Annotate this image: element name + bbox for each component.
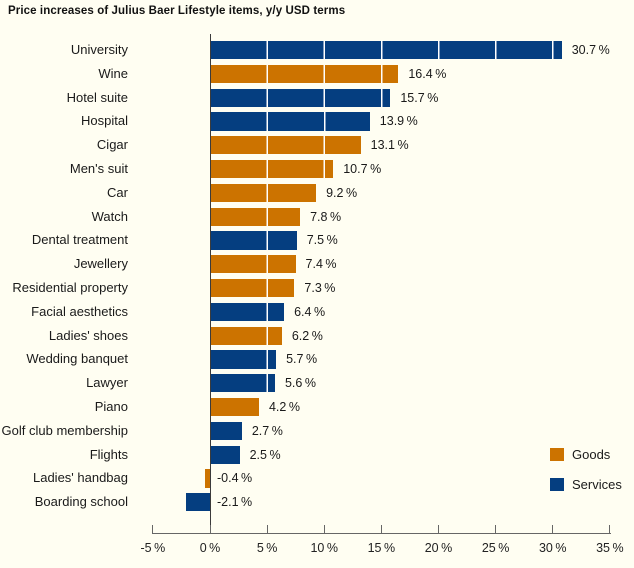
value-label: 5.7 % <box>286 352 318 367</box>
value-label: 7.5 % <box>306 233 338 248</box>
x-axis-tick <box>152 525 154 533</box>
value-label: 13.9 % <box>379 114 418 129</box>
category-label: Ladies' handbag <box>32 470 128 486</box>
x-axis-tick <box>323 525 325 533</box>
x-axis-tick-label: 0 % <box>199 541 221 555</box>
bar-goods <box>205 469 210 488</box>
value-label: 10.7 % <box>343 162 382 176</box>
bar-services <box>211 112 370 131</box>
category-label: Hospital <box>81 113 128 129</box>
x-axis-tick <box>438 525 439 533</box>
bar-services <box>211 302 285 322</box>
bar-services <box>186 493 210 512</box>
bar-goods <box>211 398 259 417</box>
category-label: Car <box>107 184 128 200</box>
x-axis-tick <box>209 525 211 533</box>
x-axis-tick-label: 20 % <box>424 541 453 555</box>
bar-services <box>211 374 275 393</box>
x-axis-tick-label: 15 % <box>367 541 396 555</box>
category-label: Flights <box>89 446 128 462</box>
legend-label-services: Services <box>572 477 622 492</box>
value-label: 7.8 % <box>310 209 342 224</box>
value-label: 13.1 % <box>370 138 409 153</box>
zero-axis-line <box>209 34 211 533</box>
category-label: Wine <box>98 65 128 81</box>
x-axis-tick-label: 10 % <box>310 541 339 555</box>
bar-services <box>211 350 277 369</box>
x-axis-tick <box>266 525 268 533</box>
value-label: 9.2 % <box>326 185 358 200</box>
category-label: Wedding banquet <box>26 351 128 367</box>
value-label: 2.7 % <box>251 423 283 438</box>
x-axis-tick <box>495 525 497 533</box>
category-label: Ladies' shoes <box>48 327 128 343</box>
legend-swatch-goods <box>550 448 564 461</box>
bar-services <box>211 41 562 60</box>
x-axis-tick-label: 35 % <box>596 541 624 555</box>
x-axis-tick <box>380 525 382 533</box>
bar-services <box>211 421 242 441</box>
bar-goods <box>211 207 301 226</box>
bar-goods <box>211 183 317 203</box>
x-axis-tick <box>609 525 611 533</box>
bar-services <box>211 88 391 107</box>
value-label: 2.5 % <box>249 447 281 462</box>
value-label: 7.3 % <box>304 281 336 295</box>
bar-goods <box>211 255 296 274</box>
category-label: Boarding school <box>34 494 128 510</box>
bar-goods <box>211 160 334 179</box>
legend-label-goods: Goods <box>572 447 611 462</box>
value-label: 15.7 % <box>400 90 439 105</box>
category-label: Residential property <box>12 280 128 295</box>
category-label: Facial aesthetics <box>31 303 128 319</box>
bar-goods <box>211 279 295 298</box>
x-axis-tick-label: 30 % <box>538 541 567 555</box>
value-label: 7.4 % <box>305 257 337 272</box>
x-axis-tick-label: 25 % <box>481 541 510 555</box>
legend-swatch-services <box>550 478 564 491</box>
bar-services <box>211 231 297 250</box>
category-label: University <box>70 42 128 57</box>
value-label: 6.4 % <box>294 304 326 319</box>
x-axis-line <box>151 533 611 534</box>
value-label: 5.6 % <box>284 376 316 391</box>
category-label: Cigar <box>96 137 128 153</box>
x-axis-tick-label: -5 % <box>140 541 166 555</box>
x-axis-tick-label: 5 % <box>256 541 278 555</box>
category-label: Golf club membership <box>1 422 128 438</box>
value-label: -0.4 % <box>217 471 253 486</box>
category-label: Watch <box>91 208 128 224</box>
value-label: 4.2 % <box>268 400 300 414</box>
category-label: Hotel suite <box>66 89 128 105</box>
value-label: 16.4 % <box>408 66 447 81</box>
bar-goods <box>211 64 399 84</box>
bar-services <box>211 445 240 464</box>
category-label: Piano <box>94 399 128 414</box>
x-axis-tick <box>552 525 554 533</box>
bar-goods <box>211 136 361 155</box>
category-label: Lawyer <box>86 375 128 391</box>
category-label: Men's suit <box>69 161 128 176</box>
chart-title: Price increases of Julius Baer Lifestyle… <box>8 5 346 17</box>
bar-goods <box>211 326 282 345</box>
value-label: 6.2 % <box>291 328 323 343</box>
category-label: Jewellery <box>73 256 128 272</box>
category-label: Dental treatment <box>31 232 128 248</box>
value-label: 30.7 % <box>571 43 610 57</box>
value-label: -2.1 % <box>217 495 253 510</box>
